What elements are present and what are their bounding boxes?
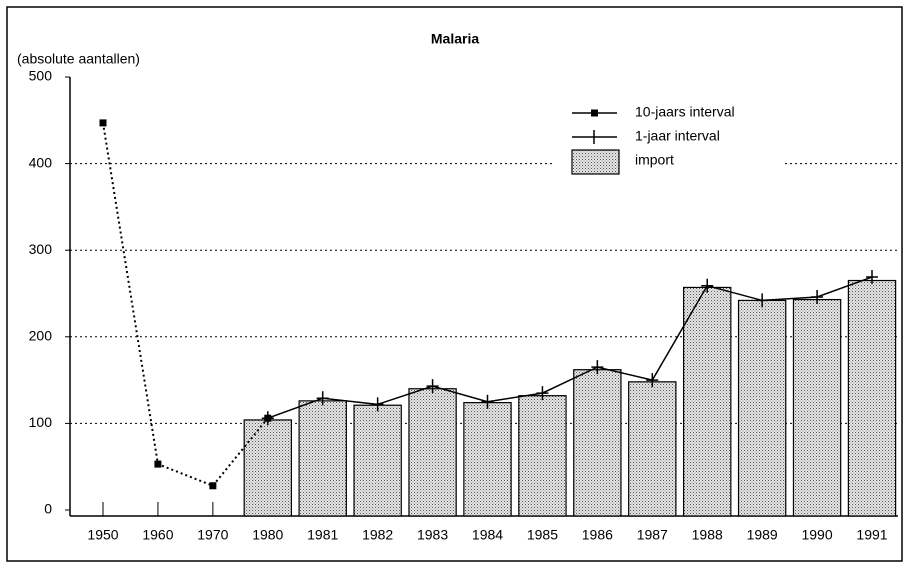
y-tick-label: 400 <box>29 154 53 170</box>
legend-swatch <box>571 149 620 175</box>
x-tick-label: 1985 <box>527 527 558 543</box>
marker <box>209 482 217 490</box>
bar <box>353 404 402 517</box>
x-tick-label: 1982 <box>362 527 393 543</box>
marker <box>701 278 714 293</box>
marker <box>481 394 494 409</box>
bar <box>463 402 512 517</box>
x-tick-label: 1991 <box>856 527 887 543</box>
x-tick-label: 1989 <box>747 527 778 543</box>
legend-marker <box>591 109 598 117</box>
x-tick-label: 1950 <box>87 527 118 543</box>
bar <box>408 388 457 517</box>
y-axis-label: (absolute aantallen) <box>17 51 140 67</box>
bar <box>792 298 842 517</box>
y-tick-label: 0 <box>44 501 52 517</box>
line <box>267 276 873 419</box>
bar <box>682 286 732 517</box>
bar <box>628 381 677 517</box>
y-tick-label: 300 <box>29 241 53 257</box>
x-tick-label: 1983 <box>417 527 448 543</box>
y-tick-label: 500 <box>29 68 53 84</box>
x-tick-label: 1990 <box>801 527 832 543</box>
y-tick-label: 200 <box>29 328 53 344</box>
marker <box>591 360 604 375</box>
bar <box>518 395 567 517</box>
x-tick-label: 1970 <box>197 527 228 543</box>
frame <box>6 6 903 562</box>
marker <box>316 391 329 406</box>
marker <box>261 411 274 426</box>
marker <box>756 293 769 308</box>
marker <box>536 386 549 401</box>
x-tick-label: 1987 <box>637 527 668 543</box>
marker <box>154 460 162 468</box>
x-tick-label: 1984 <box>472 527 503 543</box>
marker <box>426 379 439 394</box>
marker <box>866 270 878 285</box>
marker <box>646 373 659 388</box>
bar <box>573 369 622 517</box>
marker <box>99 119 107 127</box>
y-tick-label: 100 <box>29 414 53 430</box>
bar <box>847 279 897 517</box>
bar <box>298 400 347 517</box>
chart-title: Malaria <box>431 31 479 47</box>
legend-label: 10-jaars interval <box>635 104 735 120</box>
x-tick-label: 1986 <box>582 527 613 543</box>
x-tick-label: 1988 <box>692 527 723 543</box>
legend-label: import <box>635 152 674 168</box>
marker <box>811 289 824 304</box>
bar <box>243 419 293 517</box>
line <box>102 122 269 487</box>
marker <box>371 397 384 412</box>
legend-label: 1-jaar interval <box>635 128 720 144</box>
x-tick-label: 1980 <box>252 527 283 543</box>
bar <box>737 299 787 517</box>
x-tick-label: 1960 <box>142 527 173 543</box>
x-tick-label: 1981 <box>307 527 338 543</box>
